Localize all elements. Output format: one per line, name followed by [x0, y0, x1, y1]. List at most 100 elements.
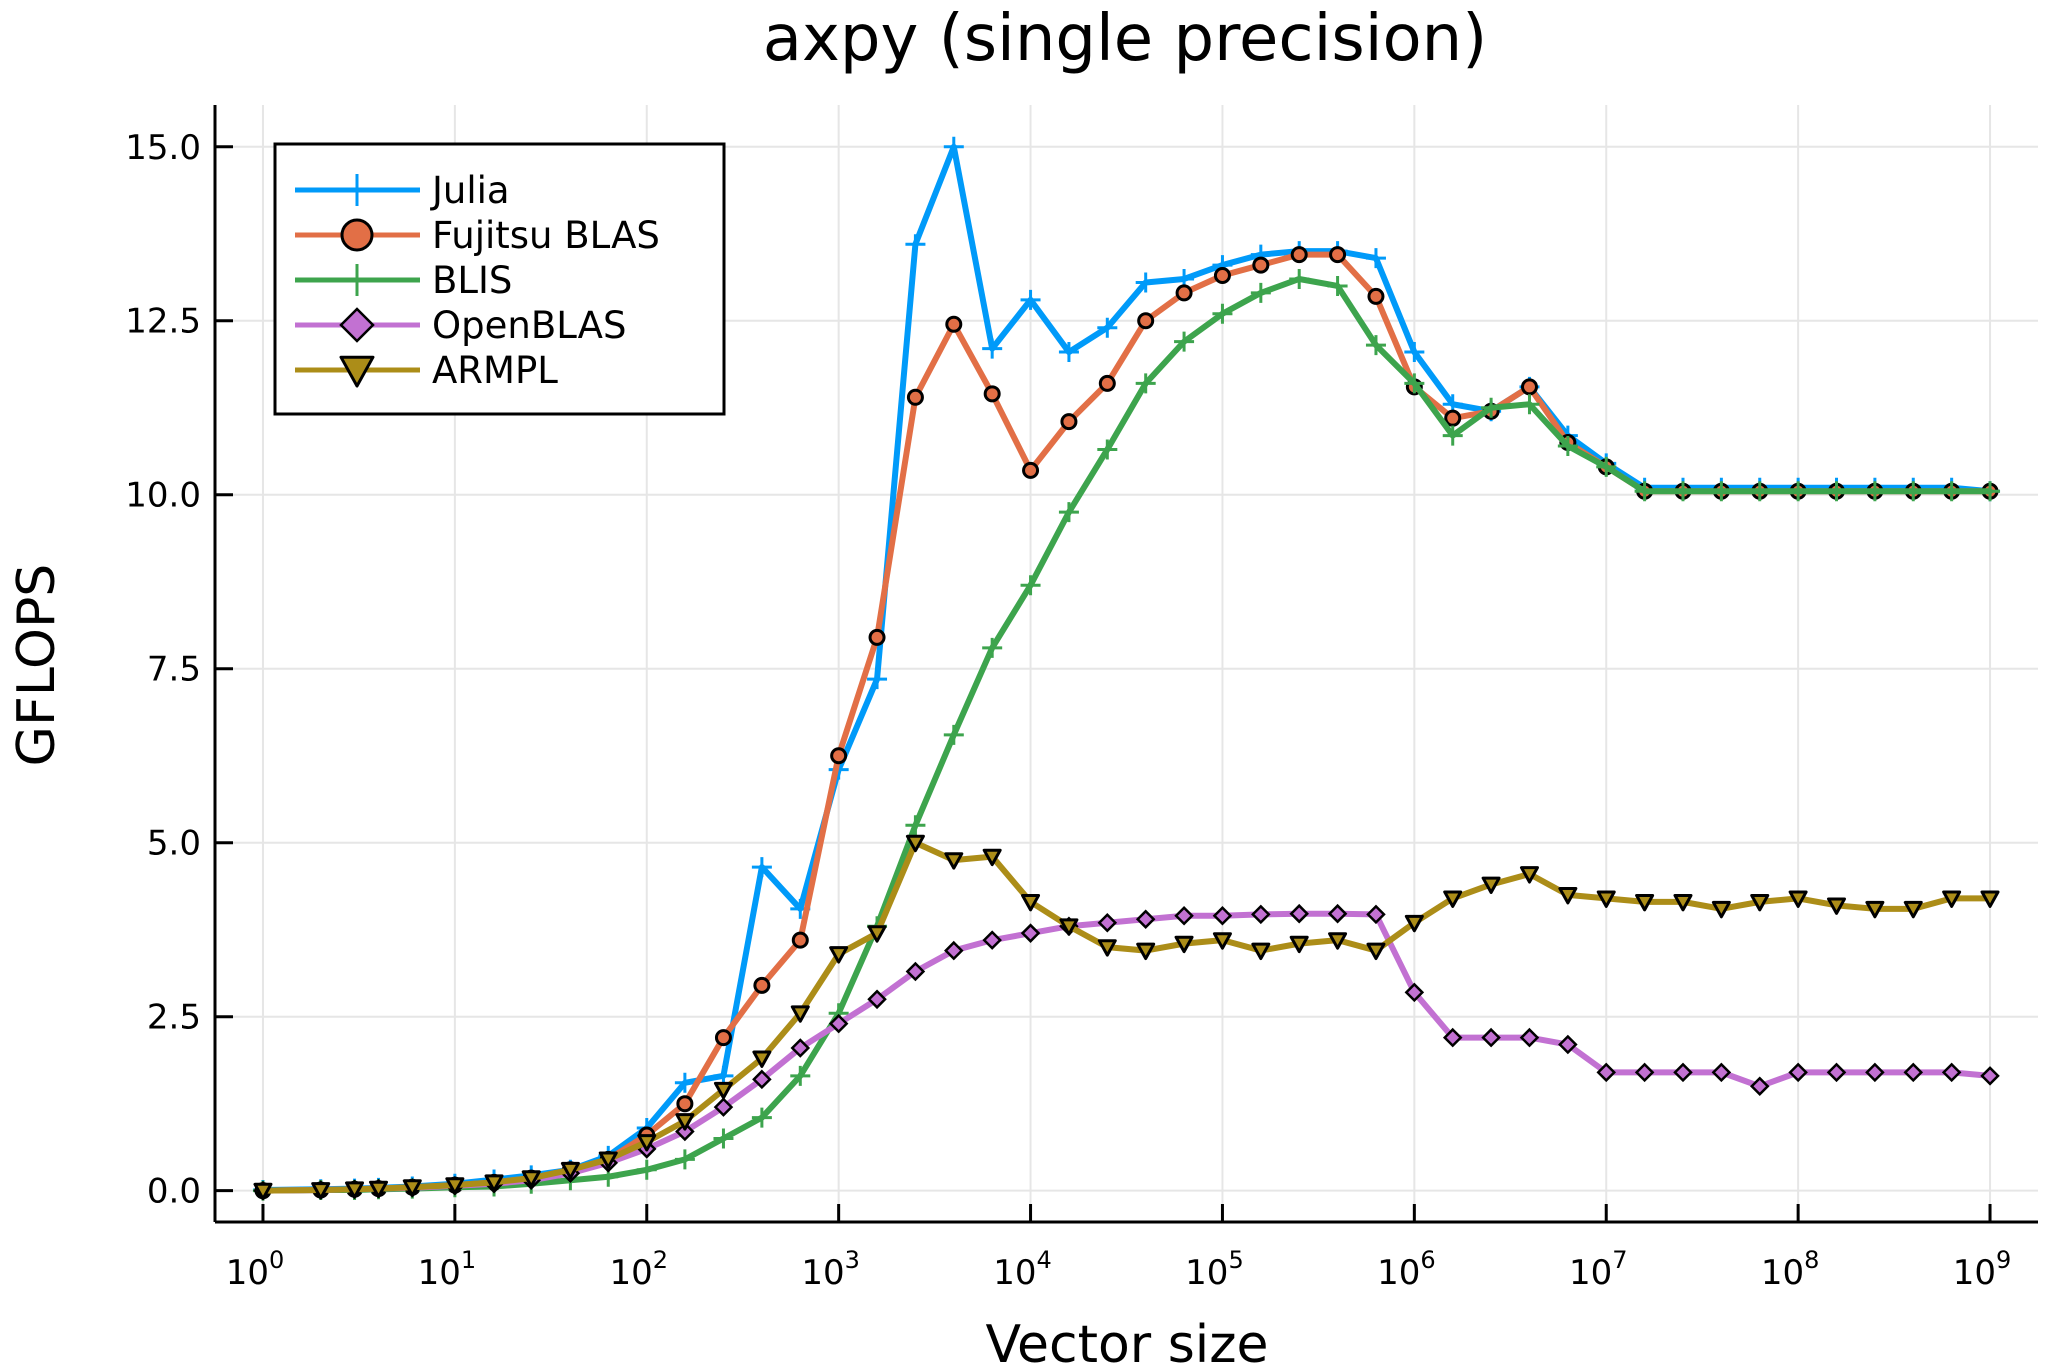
- y-axis-title: GFLOPS: [7, 564, 67, 767]
- data-point: [1519, 866, 1539, 884]
- data-point: [1788, 1062, 1808, 1083]
- data-point: [253, 1182, 273, 1201]
- data-point: [829, 946, 849, 964]
- data-point: [1289, 935, 1309, 954]
- data-point: [1135, 373, 1156, 394]
- data-point: [1520, 378, 1538, 396]
- data-point: [828, 1013, 849, 1034]
- x-tick-exponent: 5: [1228, 1246, 1243, 1274]
- legend-item: OpenBLAS: [295, 304, 626, 347]
- data-point: [484, 1174, 504, 1192]
- data-point: [1788, 890, 1808, 908]
- data-point: [982, 338, 1003, 359]
- data-point: [1252, 256, 1270, 274]
- data-point: [1865, 900, 1885, 919]
- data-point: [369, 1180, 389, 1199]
- data-point: [345, 1181, 365, 1199]
- data-point: [1558, 1034, 1578, 1055]
- data-point: [1329, 246, 1347, 264]
- data-point: [1058, 502, 1079, 523]
- data-point: [1290, 246, 1308, 264]
- data-point: [944, 940, 964, 961]
- data-point: [674, 1072, 695, 1093]
- legend-item: Fujitsu BLAS: [295, 214, 660, 257]
- data-point: [1367, 287, 1385, 305]
- data-point: [1136, 942, 1156, 961]
- data-point: [1558, 887, 1578, 905]
- legend-label: Julia: [430, 169, 510, 212]
- data-point: [1749, 481, 1770, 502]
- data-point: [943, 136, 964, 157]
- data-point: [1443, 890, 1463, 908]
- data-point: [1404, 914, 1424, 933]
- x-tick-exponent: 4: [1037, 1246, 1052, 1274]
- data-point: [906, 388, 924, 406]
- data-point: [1289, 903, 1309, 924]
- data-point: [675, 1113, 695, 1131]
- data-point: [1289, 268, 1310, 289]
- y-tick-label: 5.0: [147, 824, 201, 864]
- legend-item: Julia: [295, 169, 510, 212]
- data-point: [1941, 1062, 1962, 1083]
- x-tick-exponent: 8: [1804, 1246, 1819, 1274]
- y-tick-label: 7.5: [147, 650, 201, 690]
- y-tick-label: 15.0: [125, 128, 201, 168]
- data-point: [1213, 267, 1231, 285]
- data-point: [868, 628, 886, 646]
- x-tick-exponent: 1: [461, 1246, 476, 1274]
- data-point: [982, 848, 1002, 867]
- data-point: [1404, 982, 1425, 1003]
- x-tick-label: 108: [1761, 1246, 1820, 1293]
- data-point: [905, 834, 925, 853]
- data-point: [1788, 481, 1809, 502]
- data-point: [311, 1182, 331, 1200]
- data-point: [1980, 1066, 2000, 1086]
- data-point: [1020, 575, 1041, 596]
- data-point: [1404, 373, 1425, 394]
- data-point: [1634, 481, 1655, 502]
- legend-label: OpenBLAS: [432, 304, 626, 347]
- x-axis-title: Vector size: [985, 1315, 1268, 1366]
- data-point: [1980, 481, 2001, 502]
- data-point: [1673, 893, 1693, 912]
- x-tick-exponent: 2: [653, 1246, 668, 1274]
- legend-marker: [340, 218, 374, 252]
- data-point: [1673, 1062, 1693, 1083]
- data-point: [1942, 890, 1962, 908]
- x-tick-exponent: 7: [1612, 1246, 1627, 1274]
- legend-marker: [341, 174, 373, 206]
- data-point: [713, 1097, 734, 1117]
- x-ticks: 100 101 102 103 104 105 106 107 108 109: [226, 1204, 2011, 1293]
- x-tick-exponent: 9: [1996, 1246, 2011, 1274]
- data-point: [1750, 893, 1770, 912]
- data-point: [1135, 272, 1156, 293]
- data-point: [1404, 342, 1425, 363]
- data-point: [751, 1107, 772, 1128]
- series-armpl: [253, 834, 2000, 1201]
- data-point: [1174, 906, 1194, 926]
- data-point: [674, 1149, 695, 1170]
- data-point: [637, 1134, 657, 1152]
- data-point: [1903, 900, 1923, 919]
- legend-item: BLIS: [295, 259, 512, 302]
- legend-marker: [339, 355, 375, 388]
- data-point: [1980, 890, 2000, 908]
- data-point: [1250, 282, 1271, 303]
- legend-marker: [339, 307, 375, 343]
- y-tick-label: 0.0: [147, 1172, 201, 1212]
- legend-item: ARMPL: [295, 349, 558, 392]
- data-point: [1711, 1062, 1732, 1083]
- data-point: [1097, 939, 1117, 957]
- data-point: [1175, 284, 1193, 302]
- data-point: [1174, 935, 1194, 954]
- data-point: [1365, 248, 1386, 269]
- data-point: [1444, 409, 1462, 427]
- data-point: [675, 1121, 695, 1142]
- data-point: [1634, 1062, 1655, 1083]
- data-point: [1365, 335, 1386, 356]
- data-point: [982, 637, 1003, 658]
- data-point: [752, 1069, 772, 1090]
- data-point: [790, 1005, 810, 1023]
- data-point: [944, 852, 964, 870]
